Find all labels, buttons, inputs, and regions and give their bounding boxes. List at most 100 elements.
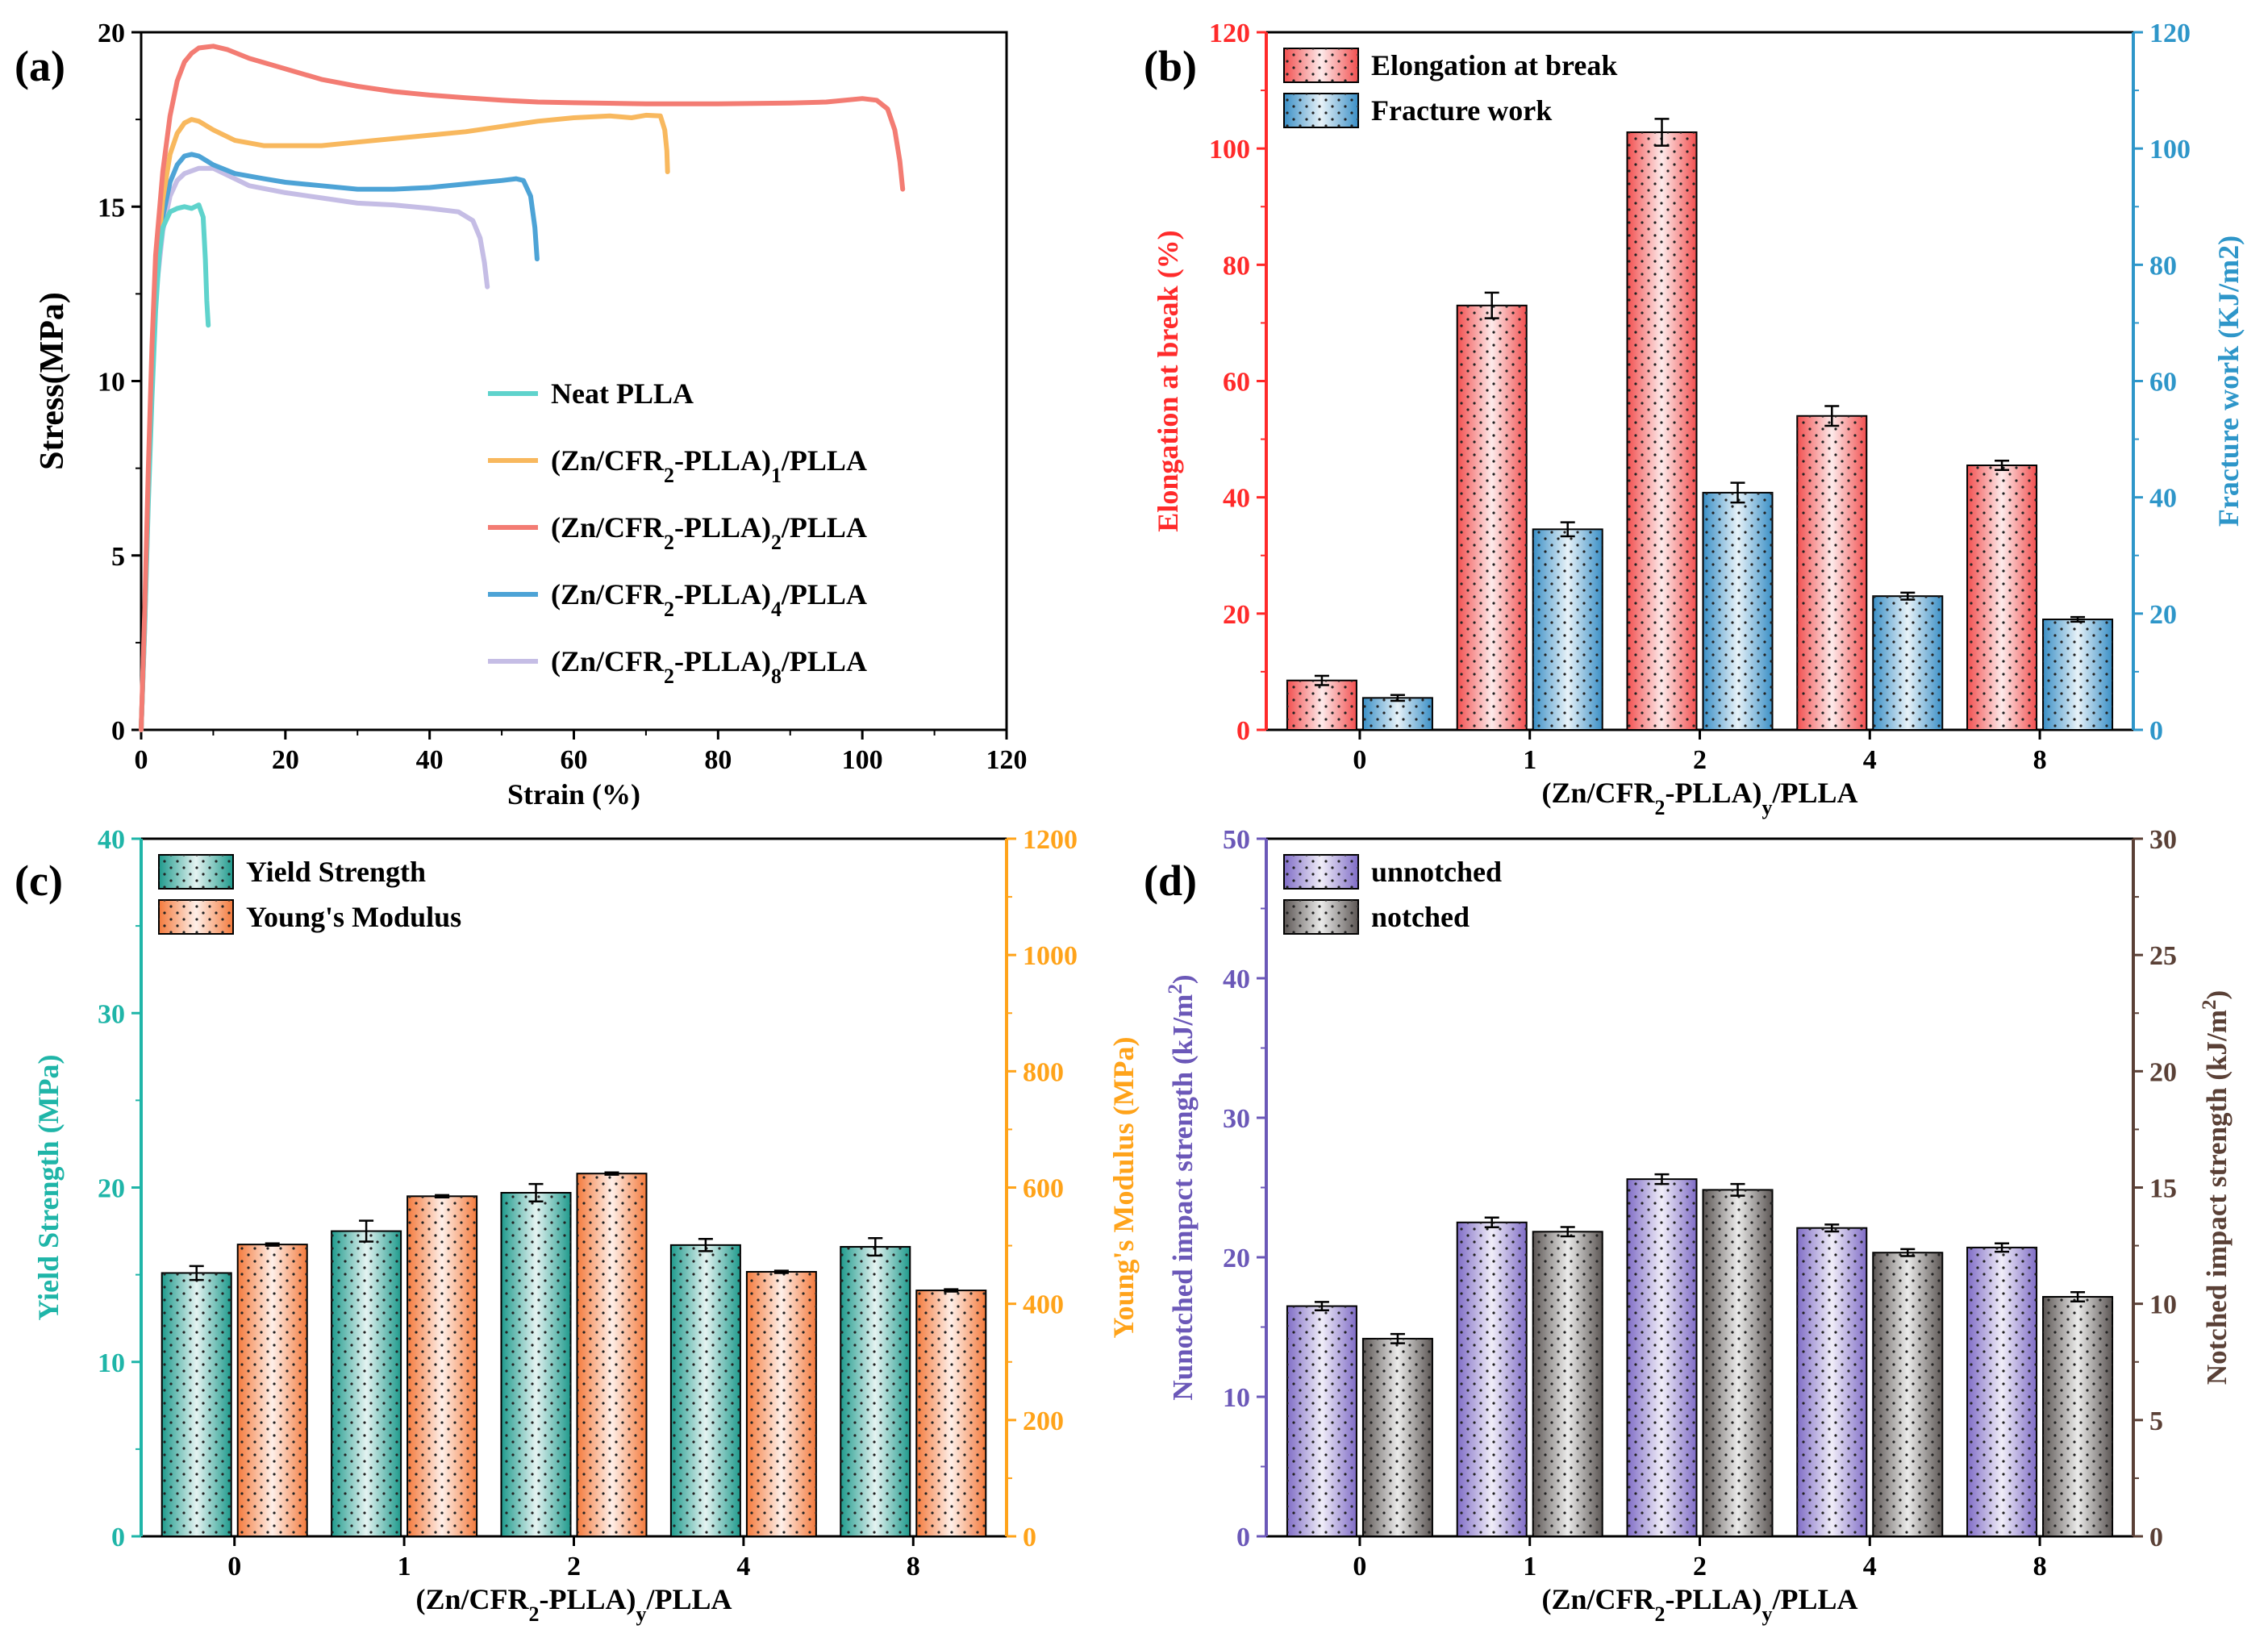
- label-subscript: y: [1762, 796, 1773, 819]
- x-tick-label: 60: [561, 745, 588, 775]
- legend-swatch-texture-0: [159, 855, 233, 889]
- y-axis-title: Stress(MPa): [34, 292, 71, 470]
- label-part: (Zn/CFR: [416, 1583, 530, 1615]
- label-subscript: 1: [771, 464, 782, 487]
- bar-texture-left-3: [670, 1244, 740, 1536]
- right-y-tick-label: 0: [1023, 1523, 1036, 1552]
- label-part: /PLLA: [1771, 777, 1857, 809]
- legend-label-1: (Zn/CFR2-PLLA)1/PLLA: [551, 444, 867, 487]
- y-tick-label: 20: [98, 19, 125, 48]
- label-subscript: 2: [664, 665, 674, 688]
- bar-texture-right-0: [1362, 698, 1432, 730]
- bar-texture-right-4: [916, 1290, 986, 1536]
- legend-swatch-texture-0: [1284, 48, 1358, 82]
- left-y-tick-label: 0: [111, 1523, 125, 1552]
- bar-texture-left-0: [1286, 680, 1357, 730]
- label-subscript: 2: [771, 531, 782, 554]
- left-y-tick-label: 120: [1209, 19, 1250, 48]
- x-axis-title: (Zn/CFR2-PLLA)y/PLLA: [1542, 777, 1858, 819]
- label-subscript: y: [1762, 1602, 1773, 1626]
- right-y-tick-label: 1200: [1023, 825, 1078, 855]
- bar-texture-left-4: [1967, 465, 2037, 730]
- x-tick-label: 4: [1863, 745, 1877, 775]
- bar-texture-left-1: [1457, 1222, 1527, 1536]
- left-y-tick-label: 50: [1223, 825, 1250, 855]
- label-part: (Zn/CFR: [551, 645, 665, 677]
- label-part: /PLLA: [645, 1583, 732, 1615]
- right-y-tick-label: 0: [2149, 1523, 2163, 1552]
- x-tick-label: 8: [907, 1552, 920, 1581]
- panel-tag-c: (c): [15, 856, 63, 905]
- bar-texture-left-2: [1627, 131, 1697, 730]
- label-part: Neat PLLA: [551, 377, 694, 410]
- legend-label-1: Fracture work: [1371, 94, 1552, 127]
- label-superscript: 2: [1165, 984, 1186, 994]
- label-part: -PLLA): [540, 1583, 636, 1615]
- x-tick-label: 2: [567, 1552, 581, 1581]
- bar-texture-right-4: [2043, 619, 2113, 730]
- y-tick-label: 0: [111, 716, 125, 746]
- left-y-tick-label: 40: [1223, 965, 1250, 994]
- right-y-axis-title: Young's Modulus (MPa): [1107, 1036, 1140, 1338]
- label-subscript: 2: [664, 598, 674, 621]
- right-y-tick-label: 30: [2149, 825, 2177, 855]
- legend-swatch-texture-0: [1284, 855, 1358, 889]
- x-tick-label: 8: [2033, 745, 2047, 775]
- bar-texture-left-4: [1967, 1247, 2037, 1536]
- label-subscript: 8: [771, 665, 782, 688]
- x-tick-label: 8: [2033, 1552, 2047, 1581]
- label-superscript: 2: [2199, 1000, 2220, 1011]
- left-y-tick-label: 20: [1223, 600, 1250, 630]
- label-part: /PLLA: [781, 578, 867, 610]
- x-tick-label: 2: [1693, 745, 1707, 775]
- left-y-axis-title: Elongation at break (%): [1152, 230, 1184, 531]
- label-subscript: 4: [771, 598, 782, 621]
- right-y-tick-label: 80: [2149, 251, 2177, 281]
- bar-texture-right-0: [237, 1244, 307, 1536]
- right-y-tick-label: 60: [2149, 368, 2177, 398]
- label-part: ): [2201, 990, 2233, 1000]
- right-y-tick-label: 1000: [1023, 941, 1078, 971]
- series-line-0: [139, 202, 211, 732]
- right-y-tick-label: 5: [2149, 1406, 2163, 1436]
- bar-texture-right-4: [2043, 1297, 2113, 1536]
- panel-b-chart: 0 20 40 60 80 100 120 0 20 40 60 80 100 120 0 1 2 4 8 (Zn/C…: [1152, 19, 2245, 819]
- legend-swatch-texture-1: [159, 900, 233, 934]
- right-y-tick-label: 20: [2149, 600, 2177, 630]
- x-tick-label: 0: [227, 1552, 241, 1581]
- label-part: Notched impact strength (kJ/m: [2201, 1010, 2233, 1385]
- right-y-axis-title: Fracture work (KJ/m2): [2212, 235, 2245, 527]
- x-tick-label: 4: [736, 1552, 750, 1581]
- legend-label-1: Young's Modulus: [246, 901, 461, 933]
- left-y-tick-label: 10: [98, 1348, 125, 1378]
- bar-texture-right-3: [1873, 596, 1943, 730]
- label-part: -PLLA): [674, 645, 771, 677]
- x-axis-title: Strain (%): [507, 778, 640, 810]
- bar-texture-right-2: [1703, 492, 1773, 730]
- right-y-tick-label: 120: [2149, 19, 2191, 48]
- bar-texture-right-3: [746, 1272, 816, 1536]
- label-subscript: 2: [1655, 796, 1666, 819]
- left-y-tick-label: 10: [1223, 1383, 1250, 1413]
- label-part: (Zn/CFR: [1542, 1583, 1656, 1615]
- legend-label-0: Elongation at break: [1371, 49, 1617, 81]
- series-line-3: [139, 152, 540, 732]
- bar-texture-right-3: [1873, 1252, 1943, 1536]
- bar-texture-right-1: [1532, 529, 1603, 730]
- y-tick-label: 5: [111, 542, 125, 572]
- x-tick-label: 0: [1353, 1552, 1366, 1581]
- panel-tag-b: (b): [1144, 42, 1197, 90]
- right-y-tick-label: 100: [2149, 135, 2191, 165]
- series-line-4: [139, 165, 490, 732]
- x-tick-label: 4: [1863, 1552, 1877, 1581]
- legend-label-4: (Zn/CFR2-PLLA)8/PLLA: [551, 645, 867, 688]
- bar-texture-right-2: [1703, 1190, 1773, 1536]
- left-y-axis-title: Yield Strength (MPa): [32, 1055, 65, 1321]
- label-part: -PLLA): [674, 511, 771, 544]
- label-part: -PLLA): [1666, 1583, 1762, 1615]
- label-part: /PLLA: [1771, 1583, 1857, 1615]
- x-tick-label: 40: [416, 745, 444, 775]
